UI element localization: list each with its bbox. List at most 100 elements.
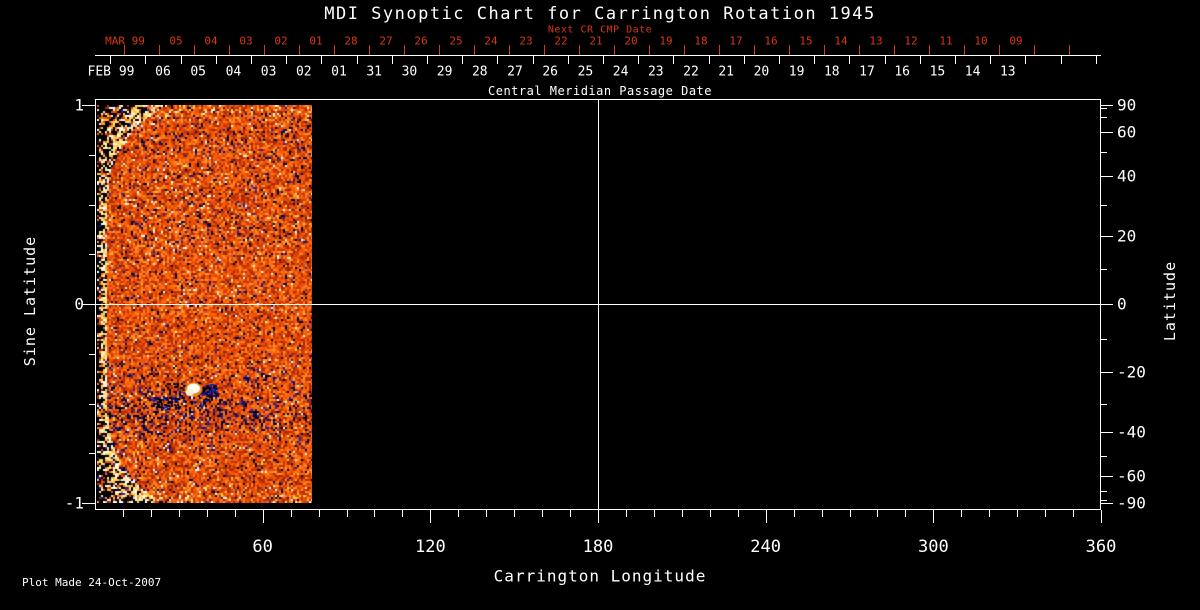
y-left-tick-label: -1 — [64, 493, 84, 513]
cmp-date-tick — [180, 55, 182, 64]
y-right-tick-label: -40 — [1117, 422, 1146, 442]
x-minor-tick — [709, 510, 711, 517]
cmp-month-label: FEB 99 — [87, 64, 135, 80]
cmp-day-label: 23 — [647, 64, 664, 80]
cmp-axis-line — [95, 55, 1101, 56]
y-right-minor-tick — [1101, 117, 1107, 118]
cmp-date-tick — [779, 55, 780, 64]
x-minor-tick — [877, 510, 879, 517]
x-minor-tick — [1017, 510, 1019, 517]
cmp-date-tick — [567, 55, 569, 64]
next-cr-date-tick — [613, 45, 615, 55]
y-right-tick-label: 40 — [1117, 166, 1137, 186]
x-minor-tick — [905, 510, 907, 517]
y-right-tick-label: 90 — [1117, 95, 1137, 115]
next-cr-day-label: 11 — [939, 34, 953, 48]
next-cr-day-label: 09 — [1009, 34, 1023, 48]
y-left-minor-tick — [89, 403, 95, 405]
x-minor-tick — [374, 510, 376, 517]
cmp-day-label: 13 — [999, 64, 1016, 80]
x-minor-tick — [989, 510, 991, 517]
next-cr-day-label: 26 — [414, 34, 428, 48]
next-cr-date-tick — [578, 45, 580, 55]
x-minor-tick — [1045, 510, 1047, 517]
y-axis-label-right: Latitude — [1161, 260, 1179, 342]
next-cr-day-label: 16 — [764, 34, 778, 48]
y-right-tick-label: -90 — [1117, 493, 1146, 513]
x-tick-label: 240 — [750, 537, 782, 557]
y-left-major-tick — [82, 105, 95, 106]
next-cr-date-tick — [193, 45, 195, 55]
cmp-day-label: 14 — [964, 64, 981, 80]
y-left-major-tick — [82, 503, 95, 504]
y-right-major-tick — [1101, 304, 1113, 305]
cmp-date-tick — [1095, 55, 1097, 64]
y-left-minor-tick — [89, 353, 95, 355]
cmp-day-label: 21 — [718, 64, 735, 80]
y-right-minor-tick — [1101, 108, 1107, 110]
next-cr-date-tick — [473, 45, 475, 55]
next-cr-day-label: 17 — [729, 34, 743, 48]
x-minor-tick — [234, 510, 236, 517]
y-axis-label-left: Sine Latitude — [21, 235, 39, 367]
x-minor-tick — [206, 510, 208, 517]
cmp-date-tick — [990, 55, 992, 64]
cmp-date-tick — [145, 55, 147, 64]
crosshair-vertical-line — [598, 99, 599, 510]
x-minor-tick — [625, 510, 627, 517]
y-right-major-tick — [1101, 372, 1113, 374]
x-minor-tick — [542, 510, 544, 517]
cmp-date-tick — [955, 55, 956, 64]
x-tick-label: 120 — [414, 537, 446, 557]
next-cr-day-label: 01 — [309, 34, 323, 48]
cmp-date-tick — [251, 55, 252, 64]
cmp-day-label: 20 — [753, 64, 770, 80]
cmp-day-label: 03 — [260, 64, 277, 80]
y-right-tick-label: -60 — [1117, 466, 1146, 486]
cmp-date-tick — [462, 55, 464, 64]
next-cr-day-label: 24 — [484, 34, 498, 48]
cmp-date-tick — [814, 55, 816, 64]
y-left-minor-tick — [89, 254, 95, 256]
cmp-date-tick — [919, 55, 921, 64]
x-minor-tick — [458, 510, 460, 517]
cmp-date-tick — [1060, 55, 1062, 64]
cmp-day-label: 24 — [612, 64, 629, 80]
next-cr-day-label: 04 — [204, 34, 218, 48]
cmp-date-tick — [743, 55, 745, 64]
next-cr-date-tick — [858, 45, 860, 55]
cmp-day-label: 04 — [225, 64, 242, 80]
next-cr-date-tick — [333, 45, 335, 55]
cmp-day-label: 05 — [190, 64, 207, 80]
next-cr-date-tick — [368, 45, 370, 55]
x-major-tick — [765, 510, 767, 523]
y-right-minor-tick — [1101, 456, 1107, 458]
y-right-minor-tick — [1101, 151, 1107, 153]
y-right-major-tick — [1101, 503, 1113, 504]
cmp-date-tick — [708, 55, 710, 64]
x-tick-label: 180 — [582, 537, 614, 557]
y-right-tick-label: -20 — [1117, 362, 1146, 382]
next-cr-date-tick — [508, 45, 510, 55]
next-cr-day-label: 20 — [624, 34, 638, 48]
y-right-major-tick — [1101, 131, 1113, 133]
y-left-minor-tick — [89, 204, 95, 206]
x-minor-tick — [653, 510, 655, 517]
next-cr-day-label: 03 — [239, 34, 253, 48]
y-left-minor-tick — [89, 453, 95, 455]
cmp-day-label: 22 — [683, 64, 699, 80]
cmp-date-tick — [215, 55, 217, 64]
y-right-major-tick — [1101, 476, 1113, 478]
cmp-day-label: 01 — [331, 64, 347, 80]
x-minor-tick — [1073, 510, 1075, 517]
cmp-date-tick — [286, 55, 288, 64]
x-minor-tick — [122, 510, 124, 517]
cmp-date-tick — [849, 55, 851, 64]
cmp-day-label: 25 — [577, 64, 594, 80]
x-minor-tick — [290, 510, 292, 517]
x-minor-tick — [514, 510, 516, 517]
y-right-minor-tick — [1101, 403, 1107, 405]
next-cr-day-label: 22 — [554, 34, 568, 48]
cmp-date-tick — [110, 55, 112, 64]
cmp-date-tick — [321, 55, 323, 64]
